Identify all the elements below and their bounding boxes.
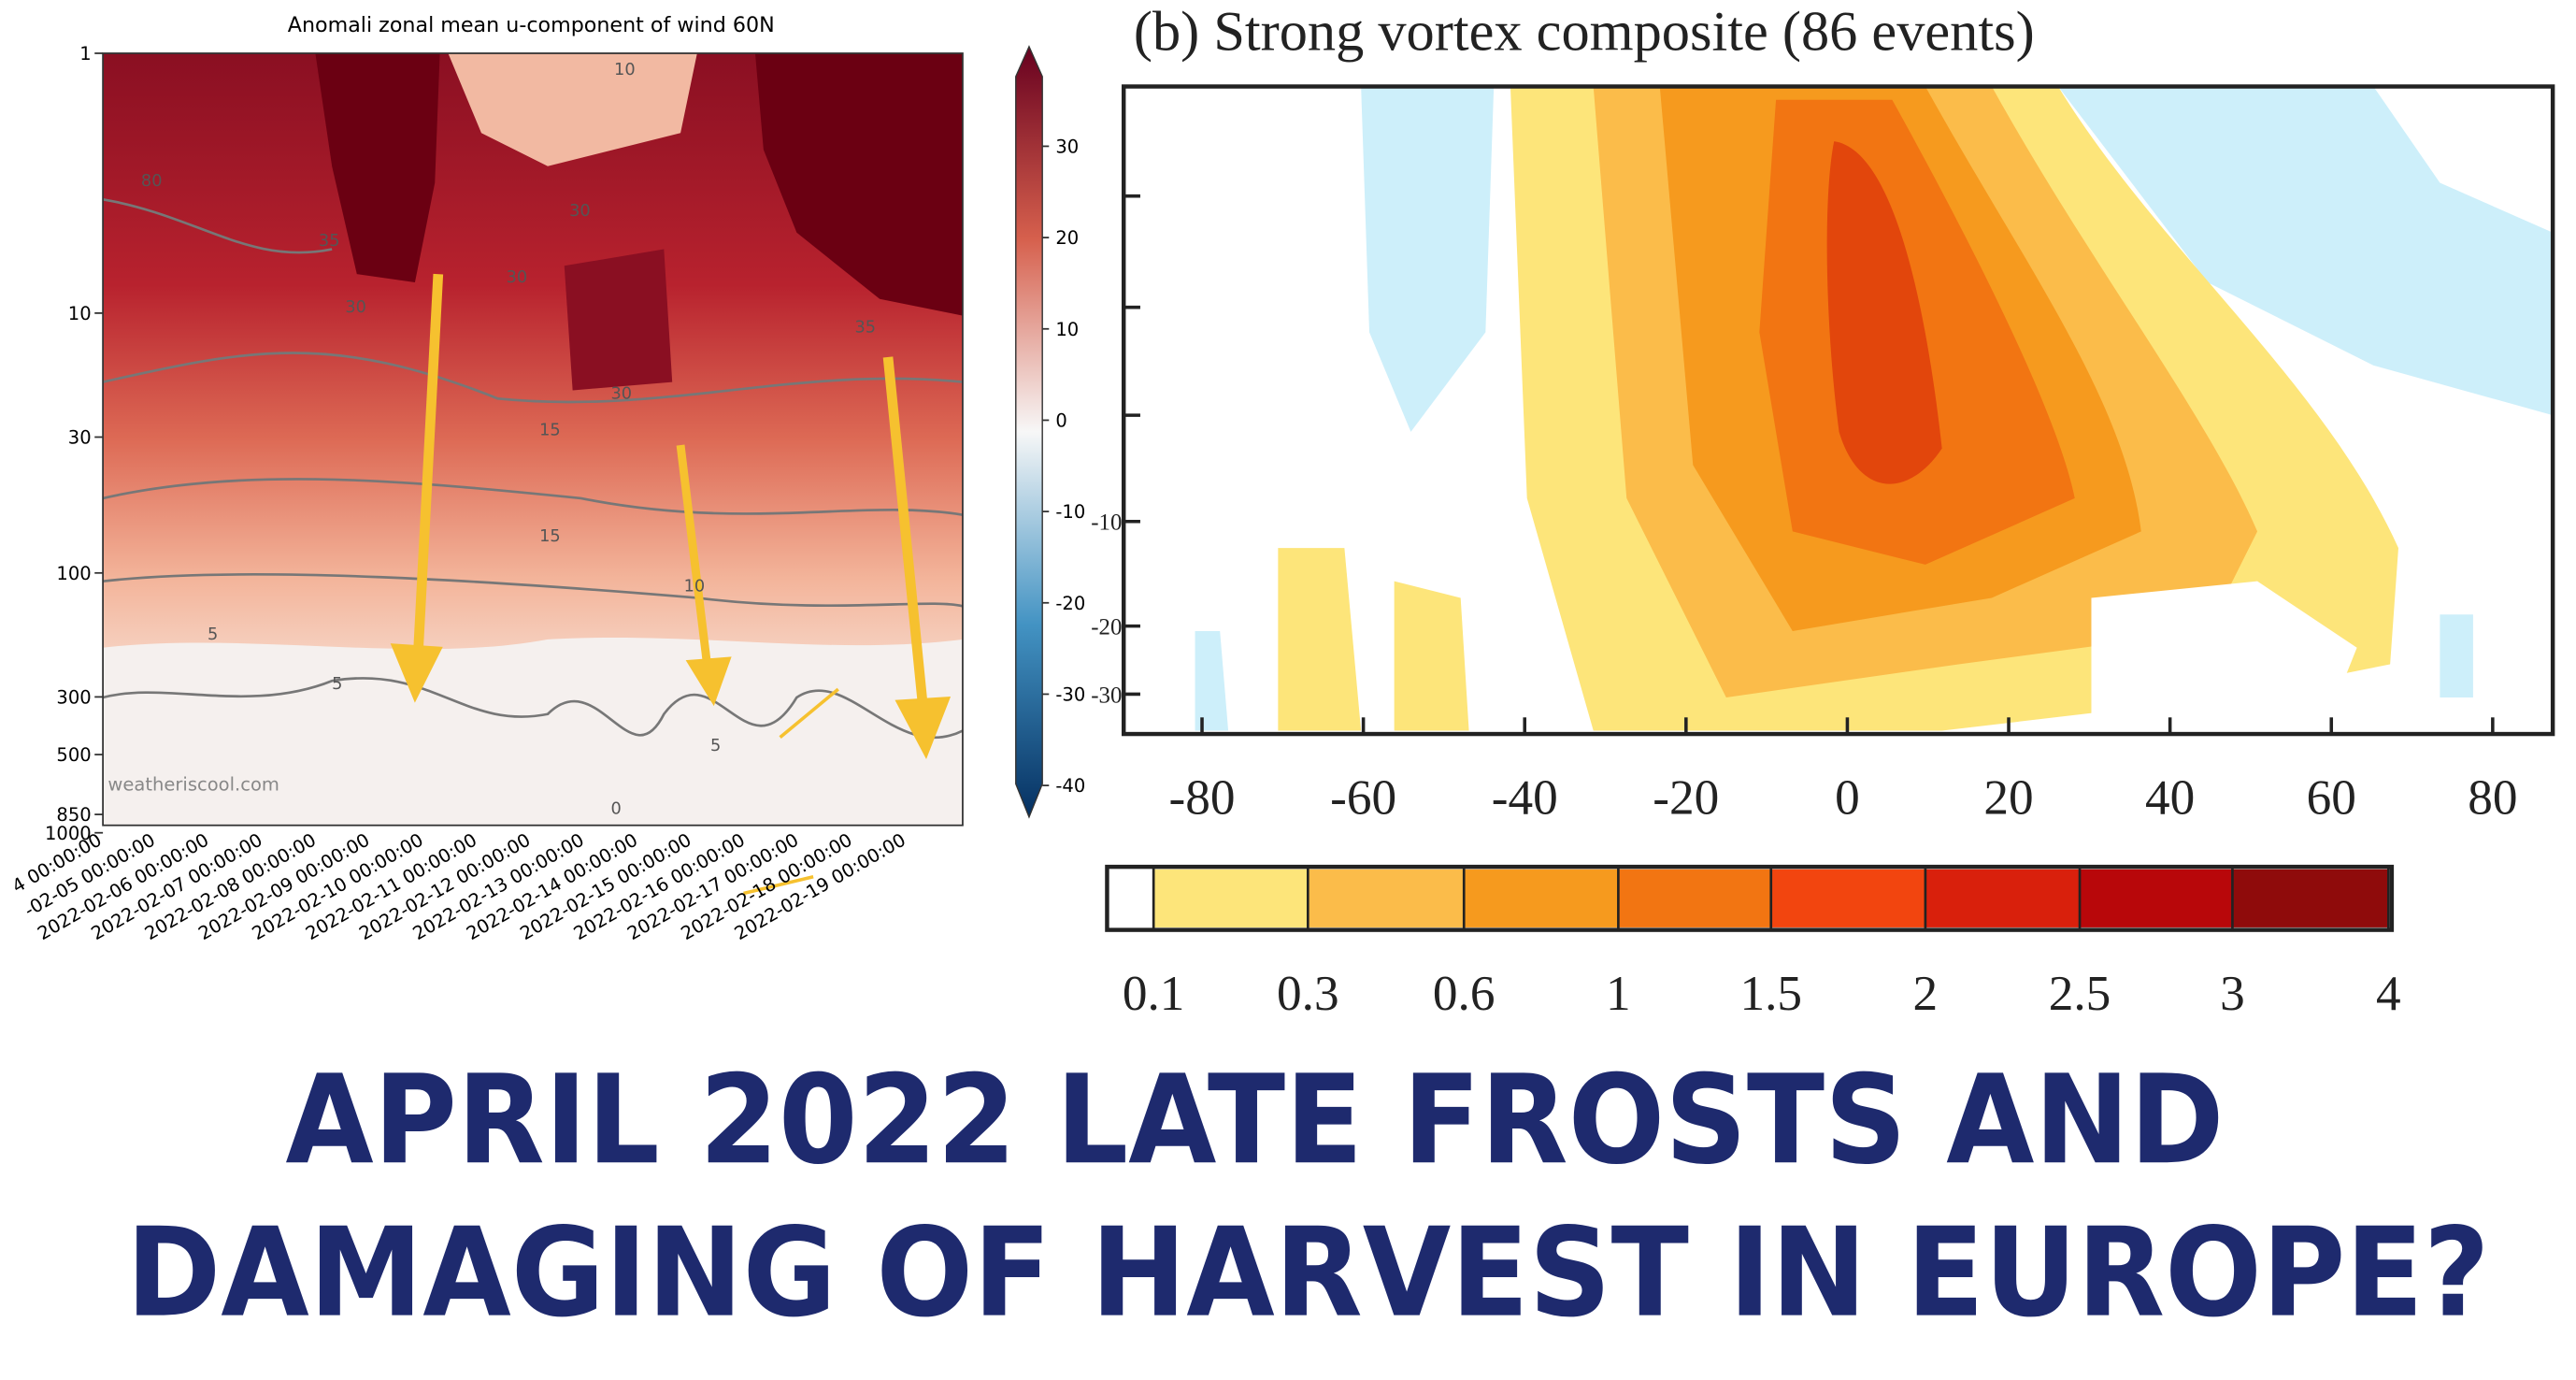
x-tick-label: 20 (1983, 769, 2033, 825)
y-tick-label: 1 (79, 43, 91, 65)
plot-frame (1121, 84, 2555, 737)
headline: APRIL 2022 LATE FROSTS AND (285, 1048, 2224, 1191)
contour-label: 10 (614, 61, 636, 79)
contour-line (102, 197, 964, 739)
colorbar-segment (1618, 869, 1771, 927)
colorbar-tick-label: 2 (1913, 966, 1939, 1021)
contour-label: 5 (332, 675, 342, 694)
colorbar-tick-label: 0.1 (1123, 966, 1185, 1021)
contour-fill (315, 52, 440, 283)
colorbar-segment (1770, 869, 1925, 927)
colorbar-tick-label: 1 (1606, 966, 1631, 1021)
y-tick-label: -20 (1091, 615, 1122, 640)
colorbar-tick-label: 1.5 (1739, 966, 1802, 1021)
x-tick-label: -80 (1169, 769, 1236, 825)
contour-label: 10 (684, 577, 706, 596)
chart-title: (b) Strong vortex composite (86 events) (1134, 0, 2035, 63)
y-tick-label: -10 (1091, 510, 1122, 536)
contour-fill (448, 52, 697, 166)
contour-fill (2373, 86, 2554, 233)
contour-label: 0 (610, 799, 621, 818)
colorbar-tick-label: -10 (1055, 501, 1085, 523)
y-tick-label: 850 (56, 804, 91, 826)
x-tick-label: 40 (2145, 769, 2195, 825)
colorbar-segment (1464, 869, 1619, 927)
contour-fill (1162, 581, 2357, 731)
plot-frame (102, 52, 964, 827)
colorbar-segment (2232, 869, 2389, 927)
contour-label: 30 (345, 298, 366, 317)
y-tick-label: -30 (1091, 683, 1122, 708)
x-tick-label: 60 (2307, 769, 2356, 825)
colorbar-segment (1308, 869, 1465, 927)
contour-fill (754, 52, 963, 316)
colorbar-tick-label: -30 (1055, 684, 1085, 706)
watermark: weatheriscool.com (107, 773, 279, 795)
y-tick-label: 500 (56, 744, 91, 766)
colorbar (1015, 45, 1043, 819)
colorbar-tick-label: 0.6 (1433, 966, 1496, 1021)
contour-label: 5 (208, 625, 218, 644)
y-tick-label: 300 (56, 687, 91, 709)
y-tick-label: 30 (68, 427, 92, 449)
y-tick-label: 100 (56, 563, 91, 584)
contour-fill (564, 249, 673, 391)
contour-label: 30 (610, 384, 632, 403)
colorbar-tick-label: 2.5 (2049, 966, 2111, 1021)
x-tick-label: -60 (1330, 769, 1396, 825)
colorbar-segment (1153, 869, 1309, 927)
contour-label: 30 (507, 268, 528, 287)
x-tick-label: 80 (2468, 769, 2517, 825)
contour-fill (1278, 548, 1469, 731)
colorbar-tick-label: 4 (2376, 966, 2401, 1021)
contour-fill (1826, 141, 1942, 484)
colorbar-tick-label: 3 (2220, 966, 2245, 1021)
colorbar-segment (2080, 869, 2233, 927)
contour-fill (103, 637, 963, 826)
colorbar-segment (1925, 869, 2081, 927)
contour-label: 35 (855, 318, 877, 337)
contour-label: 35 (319, 232, 340, 251)
contour-fill (1361, 86, 1495, 432)
colorbar-tick-label: -20 (1055, 593, 1085, 614)
contour-label: 5 (710, 737, 721, 755)
arrows (390, 273, 952, 896)
contour-label: 30 (569, 202, 591, 221)
colorbar-tick-label: 0.3 (1277, 966, 1339, 1021)
colorbar-tick-label: 30 (1055, 137, 1079, 158)
x-tick-label: 0 (1835, 769, 1860, 825)
contour-label: 80 (141, 172, 163, 191)
colorbar-tick-label: 0 (1055, 410, 1066, 432)
y-tick-label: 10 (68, 303, 92, 324)
colorbar-tick-label: -40 (1055, 775, 1085, 797)
colorbar-tick-label: 10 (1055, 319, 1079, 340)
contour-fill (2057, 86, 2554, 416)
chart-title: Anomali zonal mean u-component of wind 6… (288, 13, 775, 37)
contour-label: 15 (539, 527, 561, 546)
right-plot: (b) Strong vortex composite (86 events) (1105, 0, 2555, 932)
x-tick-label: -40 (1492, 769, 1558, 825)
colorbar-tick-label: 20 (1055, 227, 1079, 249)
left-plot: Anomali zonal mean u-component of wind 6… (102, 13, 1043, 896)
x-tick-label: -20 (1653, 769, 1719, 825)
headline: DAMAGING OF HARVEST IN EUROPE? (126, 1201, 2490, 1344)
contour-label: 15 (539, 421, 561, 439)
y-tick-label: 1000 (45, 823, 92, 844)
